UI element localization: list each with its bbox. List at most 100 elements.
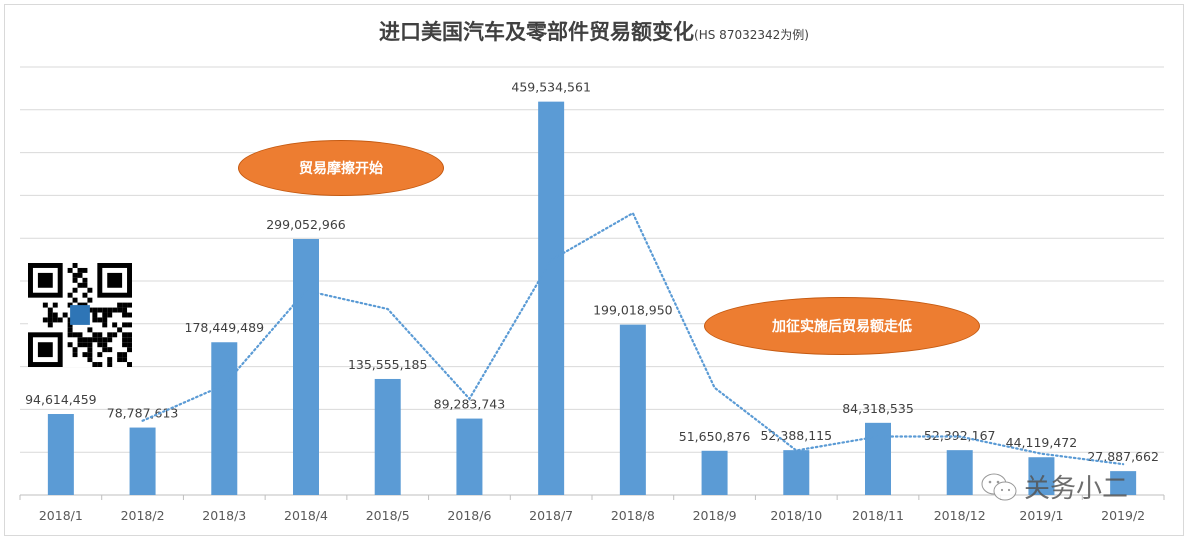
qr-module	[72, 277, 78, 283]
data-label: 94,614,459	[25, 392, 97, 407]
title-sub: (HS 87032342为例)	[694, 28, 809, 42]
qr-module	[72, 263, 78, 268]
qr-module	[92, 362, 98, 367]
data-label: 459,534,561	[511, 80, 591, 95]
annotation-tariff-decline: 加征实施后贸易额走低	[704, 297, 980, 355]
qr-module	[97, 352, 103, 358]
x-tick-label: 2018/10	[770, 508, 822, 523]
qr-module	[67, 267, 73, 273]
qr-module	[112, 322, 118, 328]
qr-module	[87, 357, 93, 363]
qr-module	[82, 352, 88, 358]
qr-module	[112, 332, 118, 338]
x-tick-label: 2018/3	[202, 508, 246, 523]
qr-module	[97, 337, 103, 343]
qr-module	[102, 337, 108, 343]
qr-module	[52, 317, 58, 323]
qr-module	[67, 332, 73, 338]
qr-module	[127, 347, 132, 353]
qr-module	[127, 322, 132, 328]
qr-module	[107, 362, 113, 367]
qr-module	[87, 342, 93, 348]
x-tick-label: 2018/11	[852, 508, 904, 523]
qr-module	[82, 337, 88, 343]
data-label: 178,449,489	[185, 320, 265, 335]
bar	[129, 427, 156, 495]
qr-module	[97, 342, 103, 348]
qr-logo	[70, 305, 90, 325]
qr-module	[127, 362, 132, 367]
qr-module	[42, 317, 48, 323]
qr-module	[77, 282, 83, 288]
bar	[865, 422, 891, 495]
bar	[456, 418, 483, 495]
bar	[293, 239, 319, 495]
qr-module	[117, 352, 123, 358]
qr-module	[72, 352, 78, 358]
qr-module	[82, 292, 88, 298]
qr-module	[87, 352, 93, 358]
qr-finder	[37, 342, 53, 358]
bar	[783, 450, 810, 495]
qr-module	[92, 332, 98, 338]
qr-module	[67, 292, 73, 298]
qr-module	[127, 312, 132, 318]
qr-module	[82, 267, 88, 273]
qr-module	[82, 282, 88, 288]
x-tick-label: 2018/5	[366, 508, 410, 523]
qr-module	[122, 302, 128, 308]
watermark: 关务小二	[980, 468, 1128, 505]
qr-module	[82, 342, 88, 348]
bar	[211, 342, 238, 495]
bar	[538, 101, 565, 495]
qr-module	[52, 302, 58, 308]
qr-module	[57, 317, 63, 323]
data-label: 44,119,472	[1006, 435, 1078, 450]
qr-module	[122, 337, 128, 343]
x-tick-label: 2018/7	[529, 508, 573, 523]
qr-module	[87, 287, 93, 293]
qr-module	[107, 347, 113, 353]
bar	[619, 324, 646, 495]
qr-module	[127, 337, 132, 343]
qr-module	[82, 277, 88, 283]
x-tick-label: 2019/2	[1101, 508, 1145, 523]
qr-module	[67, 327, 73, 333]
x-tick-label: 2018/1	[39, 508, 83, 523]
qr-module	[102, 347, 108, 353]
qr-module	[117, 302, 123, 308]
qr-module	[127, 342, 132, 348]
qr-code-icon	[28, 263, 132, 367]
data-label: 199,018,950	[593, 303, 673, 318]
qr-module	[107, 307, 113, 313]
qr-module	[127, 332, 132, 338]
qr-finder	[107, 272, 123, 288]
qr-module	[47, 322, 53, 328]
bar	[47, 414, 74, 495]
qr-module	[97, 317, 103, 323]
qr-module	[47, 312, 53, 318]
qr-module	[42, 302, 48, 308]
bar	[1110, 471, 1137, 495]
x-tick-label: 2018/9	[693, 508, 737, 523]
qr-module	[102, 322, 108, 328]
qr-module	[117, 357, 123, 363]
qr-module	[47, 307, 53, 313]
data-label: 135,555,185	[348, 357, 428, 372]
qr-module	[92, 337, 98, 343]
bar	[701, 450, 728, 495]
x-tick-label: 2018/2	[121, 508, 165, 523]
x-tick-label: 2018/12	[934, 508, 986, 523]
bar	[946, 450, 973, 495]
qr-module	[112, 307, 118, 313]
watermark-text: 关务小二	[1024, 474, 1129, 504]
title-main: 进口美国汽车及零部件贸易额变化	[379, 19, 695, 44]
qr-module	[102, 317, 108, 323]
qr-module	[97, 307, 103, 313]
qr-module	[77, 267, 83, 273]
qr-module	[87, 297, 93, 303]
chart-title: 进口美国汽车及零部件贸易额变化(HS 87032342为例)	[0, 16, 1188, 46]
qr-module	[87, 337, 93, 343]
qr-module	[122, 357, 128, 363]
